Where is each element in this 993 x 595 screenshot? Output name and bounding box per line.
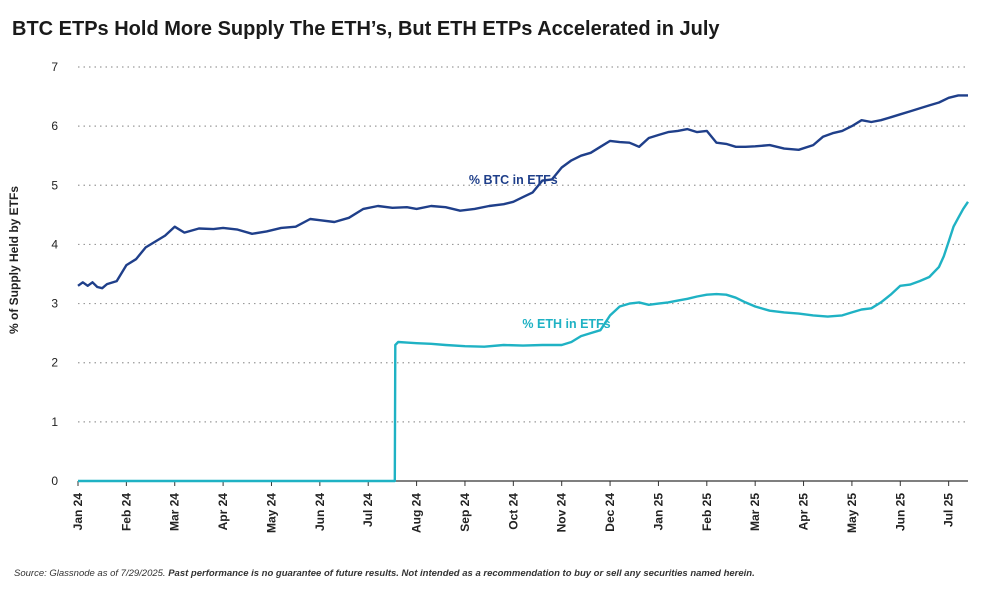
x-tick-label: Feb 25	[700, 493, 714, 531]
grid-lines	[78, 66, 968, 423]
x-tick-label: Feb 24	[119, 493, 133, 531]
x-tick-label: Apr 24	[216, 493, 230, 531]
y-axis-ticks: 0 1 2 3 4 5 6 7	[51, 60, 58, 488]
x-tick-label: Aug 24	[410, 493, 424, 533]
x-tick-label: Mar 25	[748, 493, 762, 531]
y-tick-label: 6	[51, 119, 58, 133]
x-tick-label: May 24	[264, 493, 278, 533]
x-tick-label: Apr 25	[797, 493, 811, 531]
x-tick-label: Mar 24	[168, 493, 182, 531]
y-tick-label: 7	[51, 60, 58, 74]
x-tick-label: Jul 24	[361, 493, 375, 527]
y-tick-label: 3	[51, 297, 58, 311]
x-tick-label: Jan 25	[651, 493, 665, 531]
x-tick-label: Dec 24	[603, 493, 617, 532]
eth-annotation: % ETH in ETFs	[522, 317, 610, 331]
btc-series-line	[77, 94, 968, 290]
y-tick-label: 5	[51, 178, 58, 192]
footer-note: Source: Glassnode as of 7/29/2025. Past …	[14, 568, 755, 579]
chart-title: BTC ETPs Hold More Supply The ETH’s, But…	[12, 18, 720, 40]
x-tick-label: Nov 24	[555, 493, 569, 533]
source-text: Source: Glassnode as of 7/29/2025.	[14, 568, 169, 579]
y-tick-label: 2	[51, 356, 58, 370]
x-axis: Jan 24 Feb 24 Mar 24 Apr 24 May 24 Jun 24 Jul …	[71, 480, 968, 533]
disclaimer-text: Past performance is no guarantee of futu…	[168, 568, 755, 579]
x-tick-label: Jun 24	[313, 493, 327, 531]
y-tick-label: 0	[51, 474, 58, 488]
series-lines	[77, 94, 969, 483]
x-tick-label: Jun 25	[893, 493, 907, 531]
series-annotations: % BTC in ETFs % ETH in ETFs	[469, 173, 611, 331]
y-tick-label: 1	[51, 415, 58, 429]
btc-annotation: % BTC in ETFs	[469, 173, 558, 187]
x-tick-label: Oct 24	[506, 493, 520, 530]
eth-series-line	[78, 201, 969, 483]
x-tick-label: Sep 24	[458, 493, 472, 532]
x-tick-label: May 25	[845, 493, 859, 533]
y-tick-label: 4	[51, 237, 58, 251]
x-tick-label: Jul 25	[942, 493, 956, 527]
x-tick-label: Jan 24	[71, 493, 85, 531]
